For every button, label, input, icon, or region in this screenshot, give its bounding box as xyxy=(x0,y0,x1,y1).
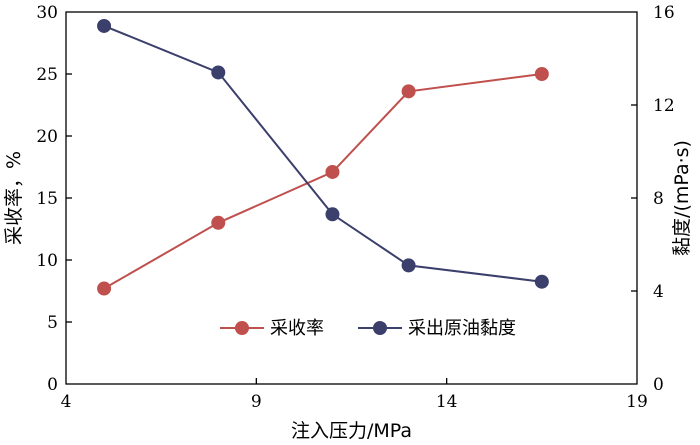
plot-frame xyxy=(65,11,638,385)
data-point xyxy=(325,207,340,222)
y-left-tick-label: 30 xyxy=(36,3,58,23)
series-group xyxy=(97,18,549,296)
data-point xyxy=(401,258,416,273)
series-line xyxy=(103,73,542,290)
data-point xyxy=(97,18,112,33)
axes-frame xyxy=(65,11,638,385)
y-left-tick-label: 25 xyxy=(36,65,58,85)
legend-item-1: 采收率 xyxy=(220,318,324,339)
x-tick-label: 4 xyxy=(61,392,72,412)
series-1 xyxy=(97,67,549,296)
data-point xyxy=(534,67,549,81)
y-left-tick-label: 10 xyxy=(36,251,58,271)
data-point xyxy=(534,274,549,289)
data-point xyxy=(97,281,112,296)
x-axis-title: 注入压力/MPa xyxy=(291,420,412,442)
legend-swatch-marker xyxy=(373,321,387,335)
legend-label: 采出原油黏度 xyxy=(408,318,516,339)
y-right-tick-label: 8 xyxy=(653,189,664,209)
y-right-tick-label: 12 xyxy=(653,96,675,116)
y-axis-left-title: 采收率，% xyxy=(3,151,25,245)
y-right-tick-label: 4 xyxy=(653,282,664,302)
legend-item-2: 采出原油黏度 xyxy=(358,318,516,339)
legend-swatch-marker xyxy=(235,321,249,335)
legend: 采收率 采出原油黏度 xyxy=(220,318,516,339)
data-point xyxy=(325,164,340,179)
y-left-tick-label: 0 xyxy=(47,375,58,395)
y-left-tick-label: 15 xyxy=(36,189,58,209)
x-tick-label: 9 xyxy=(251,392,262,412)
series-2 xyxy=(97,18,549,289)
y-left-tick-label: 5 xyxy=(47,313,58,333)
data-point xyxy=(211,215,226,230)
y-right-tick-label: 16 xyxy=(653,3,675,23)
legend-label: 采收率 xyxy=(270,318,324,339)
y-right-tick-label: 0 xyxy=(653,375,664,395)
data-point xyxy=(401,84,416,99)
data-point xyxy=(211,65,226,80)
y-axis-right-title: 黏度/(mPa·s) xyxy=(671,140,693,256)
series-line xyxy=(103,24,542,283)
x-tick-label: 19 xyxy=(626,392,648,412)
x-tick-label: 14 xyxy=(436,392,458,412)
y-left-tick-label: 20 xyxy=(36,127,58,147)
